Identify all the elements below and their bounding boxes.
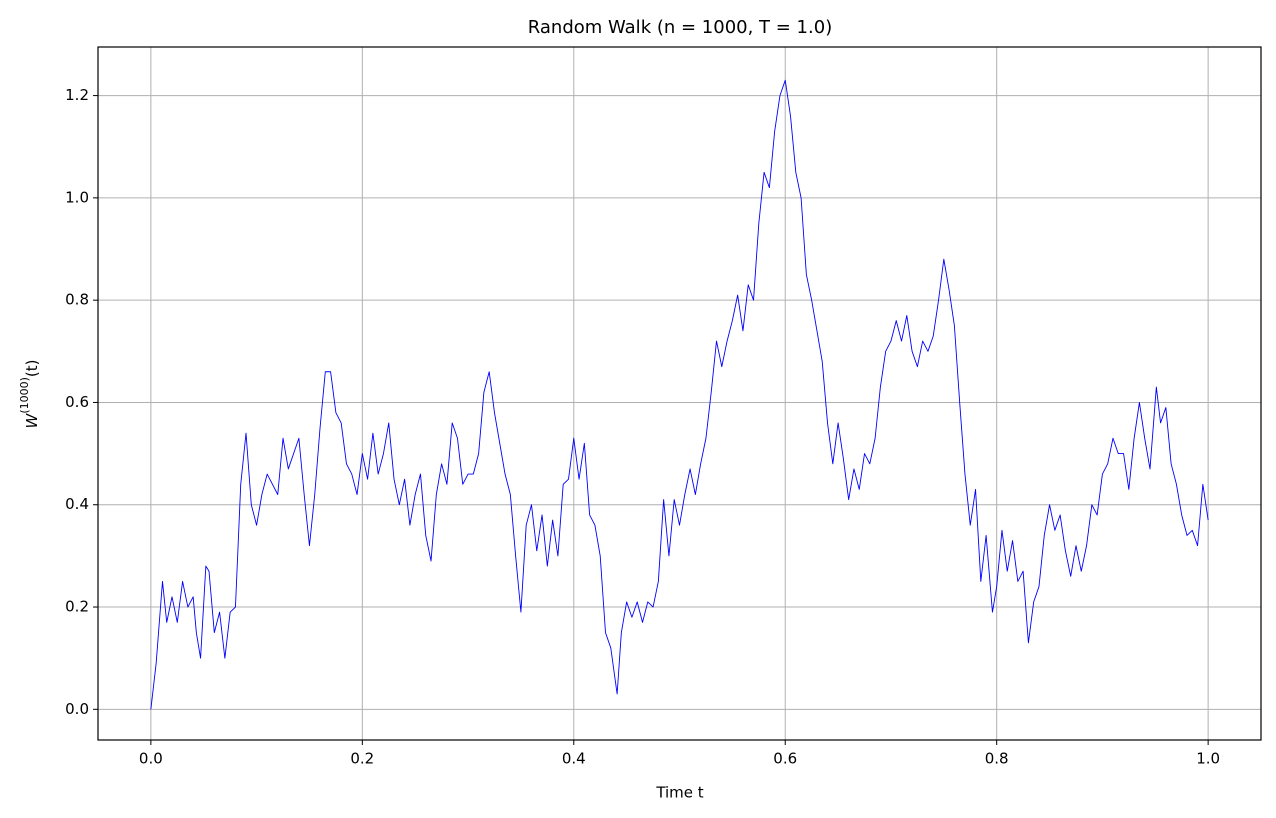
x-tick-label: 0.2 — [350, 750, 374, 768]
chart-title: Random Walk (n = 1000, T = 1.0) — [528, 17, 832, 38]
x-tick-label: 1.0 — [1196, 750, 1220, 768]
plot-frame — [97, 46, 1262, 741]
x-axis-label: Time t — [655, 784, 703, 802]
y-tick-label: 1.0 — [65, 188, 89, 206]
y-tick-label: 0.2 — [65, 598, 89, 616]
y-tick-label: 0.6 — [65, 393, 89, 411]
y-label-base: W — [23, 413, 41, 429]
x-tick-label: 0.8 — [985, 750, 1009, 768]
y-axis-label: W(1000)(t) — [18, 359, 41, 428]
y-tick-label: 1.2 — [65, 86, 89, 104]
line — [150, 79, 1209, 710]
y-tick-label: 0.0 — [65, 700, 89, 718]
y-label-sup: (1000) — [18, 377, 31, 414]
x-tick-label: 0.6 — [773, 750, 797, 768]
y-tick-label: 0.4 — [65, 495, 89, 513]
y-tick-label: 0.8 — [65, 291, 89, 309]
x-tick-label: 0.0 — [139, 750, 163, 768]
y-label-arg: (t) — [23, 359, 41, 377]
x-tick-label: 0.4 — [562, 750, 586, 768]
